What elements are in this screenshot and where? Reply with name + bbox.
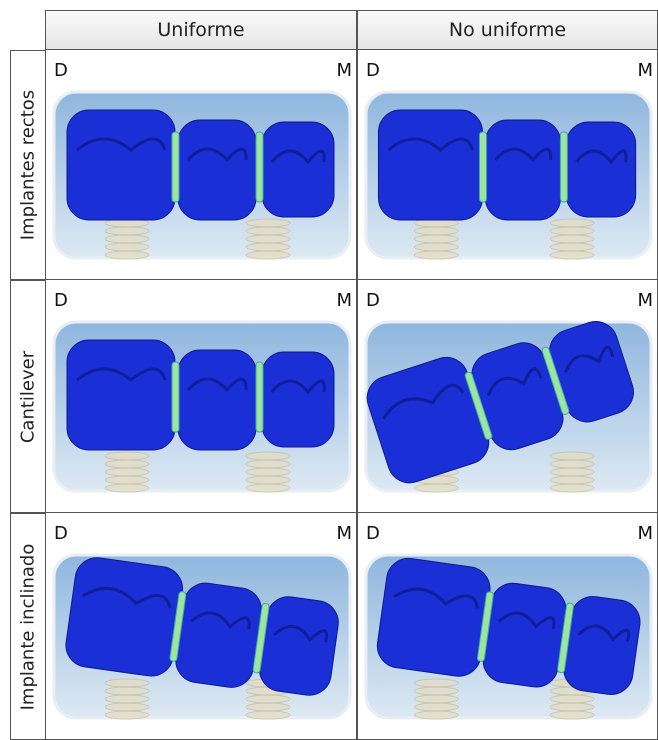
column-header: Uniforme [45,10,357,50]
fem-image [52,320,352,493]
row-header: Cantilever [10,280,45,513]
fem-image [364,553,653,720]
mesial-label: M [336,523,352,544]
distal-label: D [366,523,380,544]
distal-label: D [366,290,380,311]
row-header: Implante inclinado [10,513,45,740]
mesial-label: M [637,60,653,81]
distal-label: D [54,523,68,544]
row-label: Implantes rectos [17,89,39,241]
row-label: Implante inclinado [17,543,39,710]
mesial-label: M [336,60,352,81]
mesial-label: M [637,290,653,311]
distal-label: D [366,60,380,81]
column-header: No uniforme [357,10,658,50]
fem-image [364,90,653,260]
mesial-label: M [637,523,653,544]
row-header: Implantes rectos [10,50,45,280]
distal-label: D [54,290,68,311]
fem-image [364,320,653,493]
row-label: Cantilever [17,350,39,443]
fem-image [52,90,352,260]
mesial-label: M [336,290,352,311]
distal-label: D [54,60,68,81]
fem-image [52,553,352,720]
